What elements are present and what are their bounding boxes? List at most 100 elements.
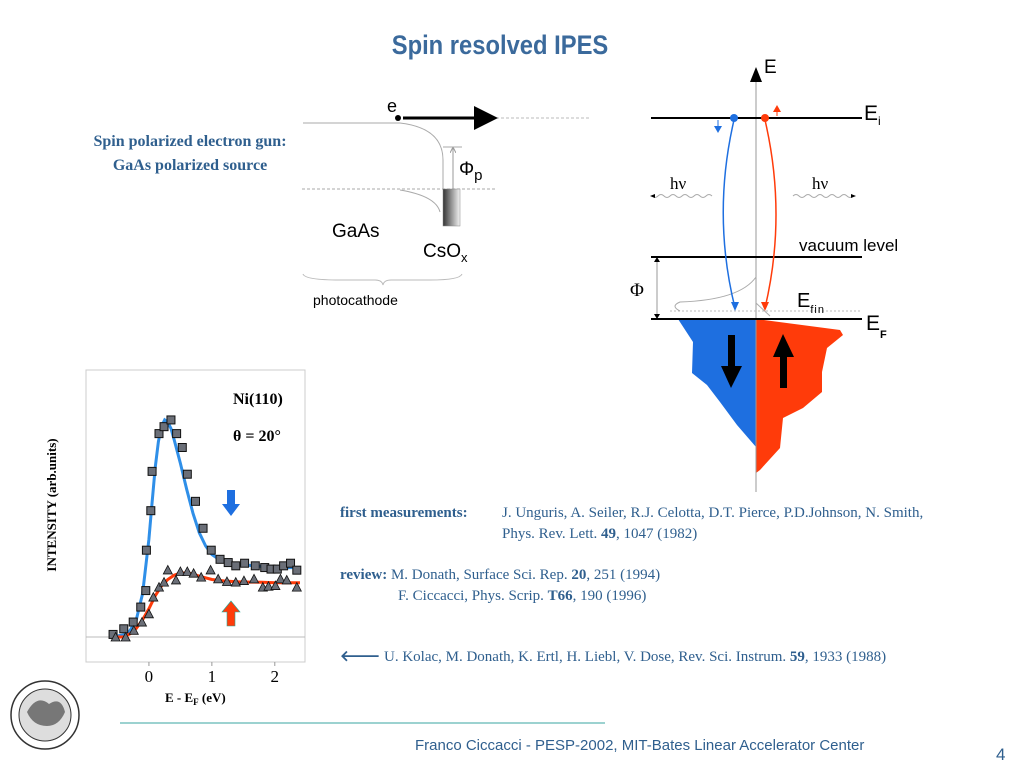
hv-right-label: hν — [812, 174, 829, 193]
phi-p-label: Φp — [459, 159, 483, 184]
spin-up-electron — [761, 114, 769, 122]
data-point-square — [119, 624, 129, 634]
spin-down-arrow-icon — [728, 335, 735, 368]
energy-axis-arrowhead — [750, 67, 762, 82]
x-tick-label: 1 — [208, 667, 217, 686]
data-point-triangle — [270, 580, 281, 590]
photocathode-label: photocathode — [313, 292, 398, 308]
spin-up-small-arrow-icon — [773, 105, 781, 112]
data-point-triangle — [136, 616, 148, 627]
footer-text: Franco Ciccacci - PESP-2002, MIT-Bates L… — [415, 737, 865, 754]
x-tick-label: 2 — [271, 667, 280, 686]
energy-diagram: E Ei hν hν vacuum level Φ Efin EF — [630, 57, 898, 492]
data-point-square — [166, 415, 176, 425]
data-point-square — [215, 554, 225, 564]
first-measurements-label: first measurements: — [340, 505, 468, 521]
data-point-triangle — [230, 576, 241, 587]
data-point-square — [154, 429, 164, 439]
first-measurements-ref: first measurements: — [340, 503, 468, 524]
photon-wave-left — [651, 194, 713, 198]
dos-spin-up — [756, 319, 843, 473]
data-point-square — [147, 466, 157, 476]
spin-up-arrow-icon — [780, 355, 787, 388]
data-point-triangle — [128, 624, 139, 635]
data-point-triangle — [148, 591, 159, 602]
electron-dot — [395, 115, 401, 121]
data-point-square — [128, 617, 138, 627]
data-point-triangle — [162, 564, 173, 575]
data-point-triangle — [291, 581, 302, 592]
gun-caption: Spin polarized electron gun: GaAs polari… — [40, 130, 340, 178]
data-point-triangle — [263, 580, 274, 591]
data-point-triangle — [205, 564, 216, 575]
data-point-square — [146, 506, 156, 516]
data-point-triangle — [248, 573, 260, 584]
data-point-square — [198, 523, 208, 533]
data-point-triangle — [195, 571, 207, 582]
data-point-triangle — [182, 566, 193, 576]
data-point-square — [141, 545, 151, 555]
data-point-square — [240, 558, 250, 568]
data-point-square — [292, 565, 302, 575]
data-point-square — [191, 496, 200, 506]
data-point-triangle — [188, 567, 199, 578]
photocathode-brace — [302, 273, 463, 286]
spin-down-small-arrow-icon — [714, 126, 722, 133]
ipes-chart: 0 1 2 Ni(110) θ = 20° E - EF (eV) INTENSIT… — [44, 369, 306, 707]
dos-spin-down — [678, 319, 756, 447]
hv-left-label: hν — [670, 174, 687, 193]
gun-caption-line1: Spin polarized electron gun: — [93, 133, 287, 150]
data-point-triangle — [175, 566, 186, 576]
data-point-square — [141, 586, 151, 596]
data-point-triangle — [221, 576, 233, 586]
x-axis-label: E - EF (eV) — [165, 690, 226, 707]
data-point-triangle — [212, 573, 224, 584]
gaas-label: GaAs — [332, 221, 380, 242]
conduction-band-curve — [399, 189, 441, 213]
review-label: review: — [340, 567, 388, 583]
vacuum-level-label: vacuum level — [799, 236, 898, 255]
data-point-square — [177, 443, 187, 453]
data-point-triangle — [153, 581, 165, 592]
data-point-triangle — [143, 608, 155, 619]
chart-annotation: θ = 20° — [233, 428, 281, 445]
data-point-square — [159, 422, 169, 432]
data-point-square — [182, 469, 192, 479]
ef-label: EF — [866, 312, 887, 341]
data-point-square — [172, 429, 182, 439]
data-point-square — [136, 602, 146, 612]
y-axis-label: INTENSITY (arb.units) — [44, 438, 59, 571]
x-tick-label: 0 — [145, 667, 154, 686]
page-number: 4 — [996, 745, 1006, 764]
electron-label: e — [387, 96, 397, 116]
spin-up-legend-arrow-icon — [221, 600, 241, 627]
spin-down-legend-arrow-icon — [222, 490, 240, 516]
ei-label: Ei — [864, 102, 881, 128]
csox-layer — [442, 188, 461, 227]
photon-wave-right — [792, 194, 854, 198]
data-point-square — [250, 561, 260, 571]
data-point-square — [286, 558, 296, 568]
chart-frame — [85, 369, 306, 663]
spin-down-electron — [730, 114, 738, 122]
data-point-triangle — [275, 573, 286, 584]
phi-label: Φ — [630, 280, 644, 301]
data-point-triangle — [110, 631, 121, 642]
politecnico-logo — [10, 680, 80, 750]
arrow-left-icon: 🡐 — [340, 649, 381, 665]
page-title: Spin resolved IPES — [391, 30, 609, 60]
data-point-triangle — [170, 574, 182, 585]
energy-axis-label: E — [764, 57, 777, 78]
vacuum-band-line — [303, 122, 444, 189]
data-point-triangle — [238, 575, 250, 585]
data-point-triangle — [120, 631, 131, 642]
kolac-ref: 🡐 U. Kolac, M. Donath, K. Ertl, H. Liebl… — [340, 649, 887, 665]
chart-title: Ni(110) — [233, 391, 283, 408]
spin-up-transition-arrow — [764, 119, 777, 309]
data-point-triangle — [281, 574, 292, 585]
data-point-square — [223, 558, 233, 568]
csox-label: CsOx — [423, 241, 468, 265]
first-measurements-text: J. Unguris, A. Seiler, R.J. Celotta, D.T… — [502, 505, 924, 542]
data-point-square — [206, 545, 216, 555]
